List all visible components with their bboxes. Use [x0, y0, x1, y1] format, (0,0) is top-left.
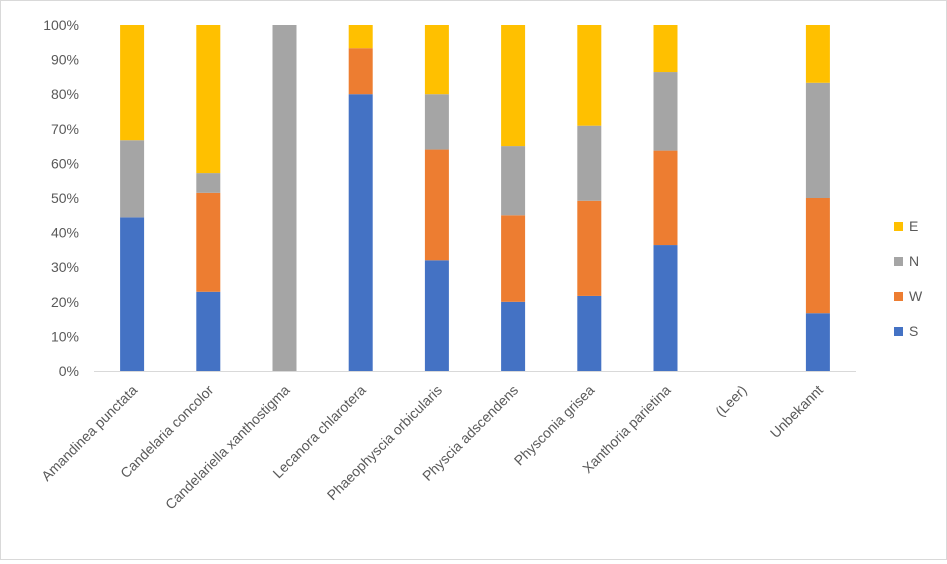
- bar-segment-s: [805, 313, 830, 371]
- y-tick-label: 40%: [51, 225, 79, 241]
- bar-segment-w: [348, 48, 373, 95]
- legend-label-e: E: [909, 218, 918, 234]
- category-label: (Leer): [712, 382, 750, 420]
- legend-swatch-s: [894, 327, 903, 336]
- bar-segment-n: [805, 82, 830, 198]
- bar-segment-e: [196, 25, 221, 174]
- category-label: Physconia grisea: [511, 382, 598, 469]
- bar-segment-e: [120, 25, 145, 141]
- y-tick-label: 20%: [51, 294, 79, 310]
- bar-segment-e: [424, 25, 449, 95]
- bar-segment-n: [272, 25, 297, 371]
- y-tick-label: 0%: [59, 363, 79, 379]
- category-label: Unbekannt: [767, 382, 826, 441]
- bar-segment-e: [577, 25, 602, 126]
- bar-segment-e: [653, 25, 678, 73]
- y-tick-label: 70%: [51, 121, 79, 137]
- bar-segment-s: [653, 245, 678, 371]
- y-tick-label: 100%: [43, 17, 79, 33]
- legend-label-w: W: [909, 288, 923, 304]
- bar-segment-e: [348, 25, 373, 49]
- y-tick-label: 50%: [51, 190, 79, 206]
- bar-segment-s: [424, 260, 449, 371]
- bar-segment-n: [196, 173, 221, 193]
- y-tick-label: 10%: [51, 328, 79, 344]
- y-tick-label: 60%: [51, 155, 79, 171]
- category-label: Candelariella xanthostigma: [162, 382, 293, 513]
- bar-segment-n: [120, 140, 145, 218]
- legend: E N W S: [894, 218, 923, 339]
- y-tick-label: 80%: [51, 86, 79, 102]
- legend-swatch-w: [894, 292, 903, 301]
- legend-label-n: N: [909, 253, 919, 269]
- bar-segment-s: [577, 295, 602, 371]
- legend-swatch-e: [894, 222, 903, 231]
- bar-segment-w: [501, 215, 526, 302]
- bar-segment-w: [196, 192, 221, 292]
- legend-label-s: S: [909, 323, 918, 339]
- legend-swatch-n: [894, 257, 903, 266]
- bar-segment-n: [577, 125, 602, 201]
- bar-segment-w: [653, 150, 678, 246]
- axis-group: 0% 10% 20% 30% 40% 50% 60% 70% 80% 90% 100%: [43, 17, 856, 379]
- bar-segment-s: [196, 291, 221, 371]
- bar-segment-e: [805, 25, 830, 83]
- bar-segment-s: [120, 217, 145, 371]
- bar-segment-n: [424, 94, 449, 150]
- bar-segment-s: [348, 94, 373, 371]
- bar-segment-w: [805, 198, 830, 314]
- y-tick-label: 30%: [51, 259, 79, 275]
- bar-segment-s: [501, 301, 526, 371]
- bar-segment-w: [424, 149, 449, 261]
- bar-segment-e: [501, 25, 526, 147]
- bar-segment-n: [501, 146, 526, 216]
- bars-group: [120, 25, 830, 371]
- bar-segment-w: [577, 200, 602, 296]
- bar-segment-n: [653, 72, 678, 151]
- y-tick-label: 90%: [51, 52, 79, 68]
